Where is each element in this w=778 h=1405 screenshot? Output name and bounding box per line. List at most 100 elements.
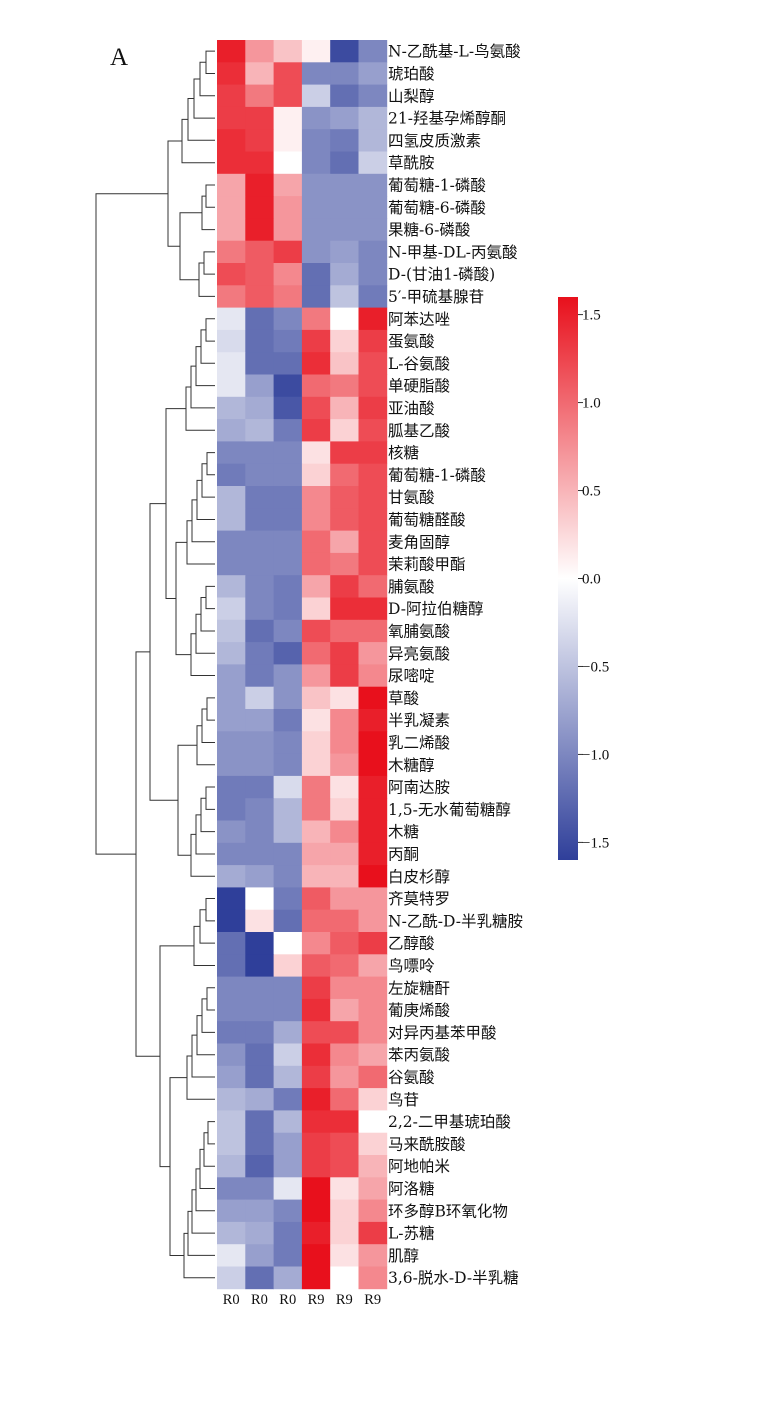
heatmap-cell	[301, 1199, 331, 1223]
row-label: 亚油酸	[388, 399, 435, 417]
column-label: R0	[223, 1292, 240, 1308]
row-label: 葡萄糖-1-磷酸	[388, 466, 486, 484]
heatmap-cell	[245, 1266, 274, 1290]
heatmap-cell	[330, 686, 359, 710]
heatmap-cell	[273, 419, 303, 442]
heatmap-cell	[217, 84, 246, 108]
heatmap-cell	[301, 508, 331, 531]
heatmap-cell	[358, 129, 388, 152]
heatmap-cell	[330, 954, 359, 977]
heatmap-cell	[301, 597, 331, 621]
heatmap-cell	[330, 106, 359, 130]
heatmap-cell	[245, 1244, 274, 1267]
dendrogram-branch	[149, 503, 178, 801]
heatmap-cell	[273, 597, 303, 621]
heatmap-cell	[301, 1221, 331, 1245]
heatmap-cell	[217, 664, 246, 688]
row-label: 木糖	[388, 823, 419, 841]
heatmap-cell	[301, 775, 331, 799]
heatmap-cell	[358, 954, 388, 977]
heatmap-cell	[273, 1065, 303, 1089]
heatmap-cell	[301, 40, 331, 63]
heatmap-cell	[217, 1244, 246, 1267]
heatmap-cell	[217, 597, 246, 621]
row-label: 葡萄糖-1-磷酸	[388, 176, 486, 194]
row-label: 尿嘧啶	[388, 667, 435, 685]
heatmap-cell	[358, 1088, 388, 1111]
dendrogram-branch	[185, 386, 215, 431]
heatmap-cells	[217, 40, 388, 1290]
heatmap-cell	[358, 151, 388, 175]
heatmap-cell	[217, 1110, 246, 1134]
heatmap-cell	[273, 552, 303, 576]
heatmap-cell	[330, 508, 359, 531]
dendrogram-branch	[206, 987, 215, 1011]
heatmap-cell	[273, 240, 303, 264]
heatmap-cell	[358, 709, 388, 732]
heatmap-cell	[301, 552, 331, 576]
heatmap-cell	[273, 463, 303, 487]
heatmap-cell	[217, 820, 246, 844]
dendrogram-branch	[186, 520, 215, 565]
heatmap-cell	[301, 686, 331, 710]
heatmap-cell	[245, 1199, 274, 1223]
heatmap-cell	[245, 575, 274, 598]
row-label: N-乙酰基-L-鸟氨酸	[388, 43, 521, 61]
heatmap-cell	[245, 1177, 274, 1200]
row-label: 琥珀酸	[388, 65, 435, 83]
heatmap-cell	[301, 1177, 331, 1200]
heatmap-cell	[217, 1177, 246, 1200]
heatmap-cell	[217, 998, 246, 1022]
heatmap-cell	[273, 887, 303, 911]
row-label: 左旋糖酐	[388, 979, 450, 997]
colorbar-tick-label: 1.0	[582, 396, 601, 412]
heatmap-cell	[330, 1021, 359, 1044]
dendrogram-branch	[190, 365, 215, 409]
heatmap-cell	[245, 954, 274, 977]
dendrogram-branch	[205, 898, 215, 922]
row-label: 甘氨酸	[388, 489, 435, 507]
heatmap-cell	[358, 1244, 388, 1267]
heatmap-cell	[217, 151, 246, 175]
dendrogram-branch	[205, 318, 215, 342]
heatmap-cell	[217, 441, 246, 465]
dendrogram-branch	[200, 797, 215, 833]
heatmap-cell	[330, 84, 359, 108]
dendrogram-branch	[195, 613, 215, 654]
dendrogram-branch	[193, 78, 215, 119]
heatmap-cell	[358, 1221, 388, 1245]
heatmap-cell	[330, 1088, 359, 1111]
heatmap-cell	[358, 1021, 388, 1044]
heatmap-cell	[301, 196, 331, 219]
heatmap-cell	[330, 419, 359, 442]
heatmap-cell	[245, 619, 274, 643]
row-label: 阿苯达唑	[388, 310, 451, 328]
heatmap-cell	[273, 129, 303, 152]
heatmap-cell	[273, 575, 303, 598]
colorbar-tick-label: −1.5	[582, 835, 609, 851]
row-label: 氧脯氨酸	[388, 622, 451, 640]
heatmap-cell	[330, 530, 359, 554]
heatmap-cell	[301, 731, 331, 754]
row-label: 5′-甲硫基腺苷	[388, 288, 484, 306]
heatmap-cell	[273, 374, 303, 398]
heatmap-cell	[358, 84, 388, 108]
heatmap-cell	[358, 1065, 388, 1089]
row-label: L-谷氨酸	[388, 355, 451, 373]
dendrogram-branch	[201, 463, 215, 498]
heatmap-cell	[301, 1132, 331, 1156]
heatmap-cell	[358, 441, 388, 465]
heatmap-cell	[217, 976, 246, 1000]
row-label: 阿洛糖	[388, 1180, 435, 1198]
column-label: R9	[364, 1292, 381, 1308]
heatmap-cell	[330, 597, 359, 621]
heatmap-cell	[330, 1199, 359, 1223]
heatmap-cell	[273, 775, 303, 799]
heatmap-cell	[301, 129, 331, 152]
heatmap-cell	[330, 151, 359, 175]
heatmap-cell	[358, 932, 388, 955]
heatmap-cell	[330, 329, 359, 353]
heatmap-cell	[301, 954, 331, 977]
heatmap-cell	[217, 552, 246, 576]
